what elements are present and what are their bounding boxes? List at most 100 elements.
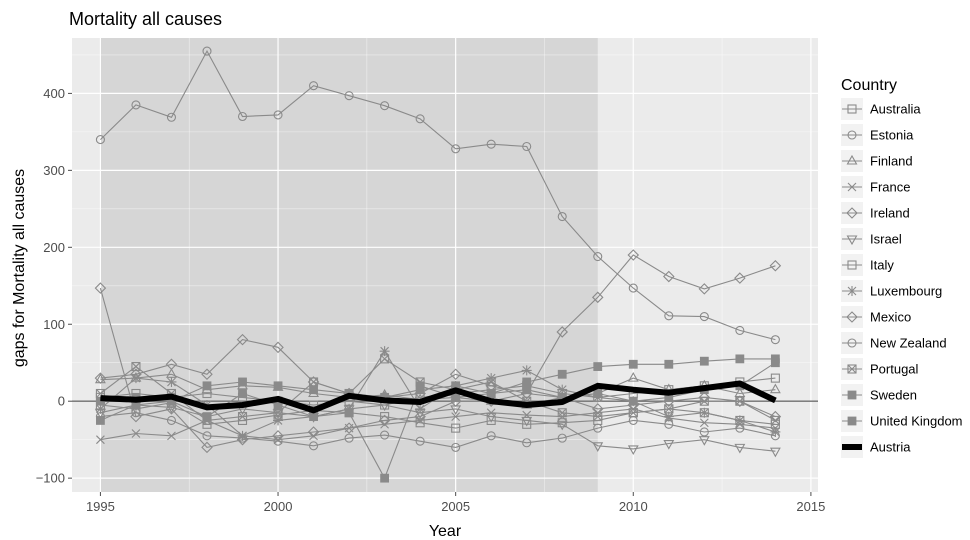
data-point <box>664 359 674 369</box>
legend-label: Luxembourg <box>870 284 942 299</box>
data-point <box>663 270 675 283</box>
series-estonia <box>95 46 780 345</box>
data-point <box>486 377 496 387</box>
legend-key-marker <box>847 338 857 348</box>
data-point <box>309 441 319 451</box>
data-point <box>663 439 675 450</box>
data-point <box>735 354 745 364</box>
legend-label: New Zealand <box>870 336 947 351</box>
data-point <box>96 435 105 445</box>
marker-box <box>628 408 638 418</box>
legend-item-new-zealand: New Zealand <box>841 332 947 354</box>
data-point <box>380 419 389 429</box>
legend-item-austria: Austria <box>841 436 911 458</box>
data-point <box>272 341 284 354</box>
data-point <box>94 282 107 294</box>
data-point <box>485 413 497 423</box>
data-point <box>344 91 354 101</box>
data-point <box>593 423 603 433</box>
data-point <box>378 414 391 427</box>
marker-cross <box>486 377 496 387</box>
legend-label: Estonia <box>870 128 914 143</box>
data-point <box>414 410 426 423</box>
legend-key-marker <box>847 104 857 114</box>
data-point <box>238 389 247 398</box>
data-point <box>131 100 141 110</box>
data-point <box>273 110 283 120</box>
legend-item-australia: Australia <box>841 98 921 120</box>
data-point <box>769 447 781 458</box>
marker-box <box>237 412 248 422</box>
data-point <box>166 112 177 122</box>
legend-item-luxembourg: Luxembourg <box>841 280 942 302</box>
data-point <box>380 101 390 111</box>
legend-key-marker <box>847 416 857 426</box>
data-point <box>343 422 355 434</box>
data-point <box>734 395 746 407</box>
data-point <box>628 396 638 406</box>
series-line <box>100 358 776 421</box>
legend-label: United Kingdom <box>870 414 963 429</box>
data-point <box>770 415 780 425</box>
series-new-zealand <box>95 408 780 452</box>
data-point <box>663 411 674 422</box>
data-point <box>627 249 640 261</box>
data-point <box>344 408 354 418</box>
data-point <box>166 376 177 387</box>
data-point <box>380 473 390 483</box>
data-point <box>165 403 178 415</box>
data-point <box>201 368 213 381</box>
legend-key-marker <box>847 286 857 296</box>
data-point <box>522 377 532 387</box>
data-point <box>698 436 710 446</box>
data-point <box>486 431 496 441</box>
data-point <box>591 291 604 304</box>
legend-title: Country <box>841 77 897 94</box>
data-point <box>451 392 461 402</box>
marker-cross <box>847 364 857 374</box>
legend-item-france: France <box>841 176 910 198</box>
data-point <box>131 429 141 438</box>
data-point <box>734 415 745 426</box>
data-point <box>237 412 248 422</box>
marker-cross <box>557 408 567 418</box>
data-point <box>522 438 532 448</box>
marker-box <box>593 412 603 422</box>
chart-title: Mortality all causes <box>69 9 222 29</box>
series-line <box>99 254 776 449</box>
data-point <box>734 272 746 284</box>
data-point <box>735 325 745 335</box>
data-point <box>769 410 782 423</box>
data-point <box>237 433 248 443</box>
legend-item-mexico: Mexico <box>841 306 911 328</box>
marker-box <box>735 396 745 406</box>
data-point <box>309 385 318 395</box>
series-mexico <box>94 249 782 454</box>
data-point <box>628 283 638 293</box>
data-point <box>627 371 639 382</box>
data-point <box>415 436 425 446</box>
data-point <box>167 431 176 441</box>
data-point <box>95 403 106 414</box>
data-point <box>344 433 354 443</box>
data-point <box>628 408 638 418</box>
series-line <box>100 338 776 418</box>
series-line <box>100 362 776 480</box>
legend-item-ireland: Ireland <box>841 202 910 224</box>
data-point <box>628 359 638 369</box>
y-tick-label: 400 <box>43 86 65 101</box>
data-point <box>699 407 710 418</box>
data-point <box>592 442 604 452</box>
x-tick-label: 2000 <box>264 499 293 514</box>
data-point <box>734 443 746 454</box>
data-point <box>95 135 105 145</box>
data-point <box>770 335 780 345</box>
y-tick-label: −100 <box>36 471 65 486</box>
data-point <box>557 211 567 222</box>
data-point <box>557 433 567 443</box>
legend-key-marker <box>846 235 858 246</box>
data-point <box>273 381 283 391</box>
marker-box <box>770 415 780 425</box>
data-point <box>699 427 709 437</box>
data-point <box>309 431 318 441</box>
